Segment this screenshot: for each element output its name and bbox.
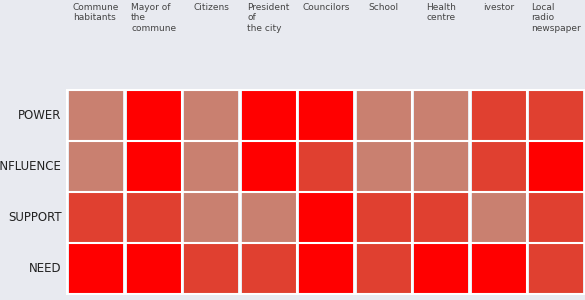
Bar [529, 142, 583, 191]
Text: Commune
habitants: Commune habitants [73, 3, 119, 22]
Bar [184, 142, 238, 191]
Bar [529, 244, 583, 293]
Bar [69, 244, 123, 293]
Bar [414, 244, 468, 293]
Bar [472, 91, 526, 140]
Bar [242, 244, 295, 293]
Bar [299, 193, 353, 242]
Bar [472, 244, 526, 293]
Bar [126, 244, 181, 293]
Text: President
of
the city: President of the city [247, 3, 290, 33]
Bar [126, 91, 181, 140]
Bar [472, 193, 526, 242]
Text: NEED: NEED [29, 262, 61, 275]
Text: POWER: POWER [18, 109, 61, 122]
Text: ivestor: ivestor [483, 3, 514, 12]
Bar [299, 244, 353, 293]
Bar [472, 142, 526, 191]
Bar [242, 91, 295, 140]
Bar [242, 193, 295, 242]
Bar [126, 193, 181, 242]
Bar [529, 193, 583, 242]
Bar [184, 244, 238, 293]
Bar [414, 193, 468, 242]
Bar [69, 193, 123, 242]
Text: Local
radio
newspaper: Local radio newspaper [531, 3, 581, 33]
Bar [69, 91, 123, 140]
Text: Citizens: Citizens [193, 3, 229, 12]
Text: Councilors: Councilors [302, 3, 350, 12]
Bar [357, 142, 411, 191]
Bar [414, 142, 468, 191]
Text: School: School [369, 3, 399, 12]
Bar [414, 91, 468, 140]
Bar [242, 142, 295, 191]
Bar [299, 91, 353, 140]
Bar [126, 142, 181, 191]
Text: SUPPORT: SUPPORT [8, 211, 61, 224]
Bar [357, 91, 411, 140]
Bar [357, 244, 411, 293]
Bar [357, 193, 411, 242]
Bar [299, 142, 353, 191]
Bar [529, 91, 583, 140]
Text: Health
centre: Health centre [426, 3, 456, 22]
Text: Mayor of
the
commune: Mayor of the commune [131, 3, 176, 33]
Bar [69, 142, 123, 191]
Bar [184, 193, 238, 242]
Bar [184, 91, 238, 140]
Text: INFLUENCE: INFLUENCE [0, 160, 61, 173]
